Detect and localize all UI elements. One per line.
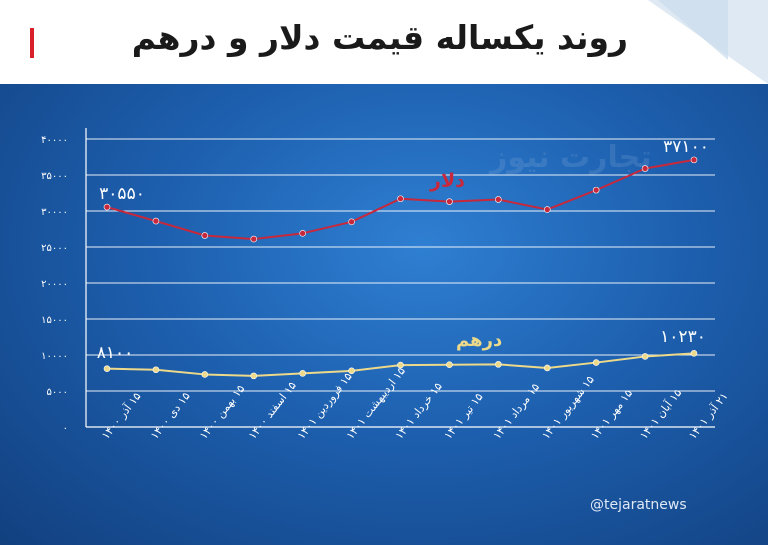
data-point [641,165,649,172]
data-point [103,365,111,372]
header: روند یکساله قیمت دلار و درهم [0,0,768,84]
x-tick-label: ۱۵ تیر ۱۴۰۱ [442,391,486,442]
data-point [299,370,306,377]
page-title: روند یکساله قیمت دلار و درهم [131,18,628,57]
x-tick-label: ۱۵ مهر ۱۴۰۱ [588,387,635,442]
data-point [250,235,258,243]
data-point [446,198,453,205]
x-tick-label: ۱۵ شهریور ۱۴۰۱ [539,373,597,442]
data-point [397,195,404,203]
series-label-dollar: دلار [429,170,465,192]
x-tick-label: ۱۵ مرداد ۱۴۰۱ [490,381,542,442]
data-point [690,156,698,164]
chart-background [0,84,768,545]
data-point [250,372,258,380]
data-label: ۱۰۲۳۰ [660,327,706,347]
x-tick-label: ۲۱ آذر ۱۴۰۱ [685,389,730,442]
data-point [152,217,160,225]
data-point [592,186,600,194]
data-point [592,359,600,366]
data-point [446,361,453,369]
footer-handle: @tejaratnews [590,497,687,513]
data-label: ۸۱۰۰ [97,343,134,363]
data-label: ۳۰۵۵۰ [99,184,145,204]
data-point [103,203,111,211]
data-point [152,366,160,374]
y-tick-label: ۳۵۰۰۰ [41,171,68,182]
data-point [495,196,502,203]
watermark: تجارت نیوز [490,140,652,175]
x-tick-label: ۱۵ دی ۱۴۰۰ [148,390,193,442]
data-point [543,364,551,372]
x-tick-label: ۱۵ آبان ۱۴۰۱ [636,386,684,442]
x-tick-label: ۱۵ خرداد ۱۴۰۱ [393,380,445,442]
data-label: ۳۷۱۰۰ [663,137,709,157]
y-tick-label: ۱۰۰۰۰ [41,351,68,362]
data-point [348,218,355,226]
data-point [397,361,404,369]
data-point [201,371,209,378]
x-tick-label: ۱۵ آذر ۱۴۰۰ [98,389,143,442]
y-tick-label: ۳۰۰۰۰ [41,207,68,218]
title-accent-bar [30,28,34,58]
y-tick-label: ۴۰۰۰۰ [41,135,68,146]
header-decoration-inner [658,0,728,60]
data-point [690,350,698,357]
y-tick-label: ۲۰۰۰۰ [41,279,68,290]
y-tick-label: ۱۵۰۰۰ [41,315,68,326]
data-point [201,232,209,239]
data-point [543,206,551,213]
y-tick-label: ۲۵۰۰۰ [41,243,68,254]
y-tick-label: ۵۰۰۰ [47,387,68,398]
data-point [641,353,649,360]
data-point [495,361,502,368]
y-tick-label: ۰ [63,423,68,434]
data-point [348,367,355,375]
data-point [299,230,306,237]
series-label-dirham: درهم [456,330,502,351]
x-tick-label: ۱۵ اسفند ۱۴۰۰ [246,379,299,442]
